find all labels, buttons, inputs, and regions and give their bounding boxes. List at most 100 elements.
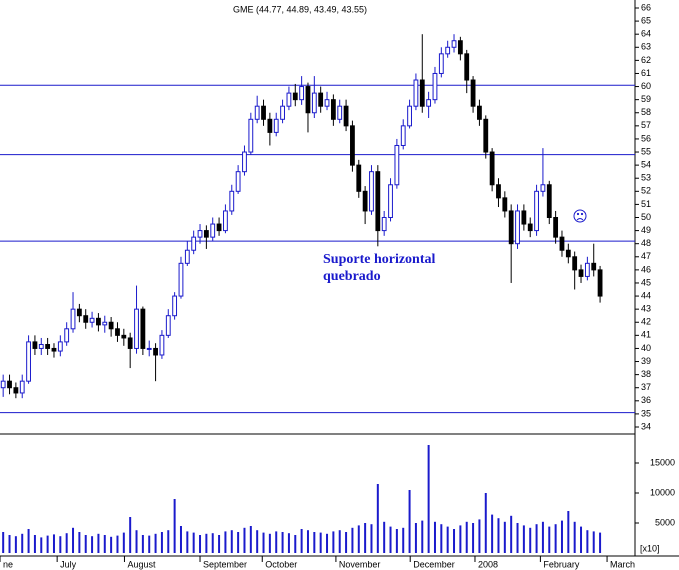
candle-body xyxy=(197,230,203,238)
candle-body xyxy=(229,190,235,212)
y-tick-label: 41 xyxy=(641,330,651,340)
candle-body xyxy=(515,210,520,245)
y-tick-label: 48 xyxy=(641,238,651,248)
y-tick-label: 42 xyxy=(641,317,651,327)
candle-body xyxy=(235,171,241,192)
candle-body xyxy=(369,171,374,212)
y-tick-label: 50 xyxy=(641,212,651,222)
candle-body xyxy=(470,79,476,107)
candle-body xyxy=(572,256,578,271)
volume-tick-label: 15000 xyxy=(650,457,675,467)
y-tick-label: 34 xyxy=(641,421,651,431)
y-tick-label: 64 xyxy=(641,29,651,39)
y-tick-label: 63 xyxy=(641,42,651,52)
y-tick-label: 58 xyxy=(641,107,651,117)
y-tick-label: 53 xyxy=(641,173,651,183)
candle-body xyxy=(146,347,152,350)
y-tick-label: 65 xyxy=(641,15,651,25)
candle-body xyxy=(457,40,463,55)
candle-body xyxy=(19,380,25,394)
candle-body xyxy=(159,334,165,356)
candle-body xyxy=(388,184,393,218)
y-tick-label: 43 xyxy=(641,304,651,314)
x-tick-label: September xyxy=(203,559,247,569)
candle-body xyxy=(464,53,470,81)
candle-body xyxy=(83,315,89,323)
candle-body xyxy=(343,105,349,127)
candle-body xyxy=(286,92,292,107)
candle-body xyxy=(419,79,425,107)
candle-body xyxy=(413,79,419,107)
candle-body xyxy=(451,40,457,48)
candle-body xyxy=(134,308,139,349)
y-tick-label: 37 xyxy=(641,382,651,392)
x-tick-label: November xyxy=(339,559,381,569)
volume-tick-label: 5000 xyxy=(655,517,675,527)
y-tick-label: 45 xyxy=(641,277,651,287)
candle-body xyxy=(407,105,412,127)
candle-body xyxy=(381,217,387,232)
candle-body xyxy=(445,46,451,55)
candle-body xyxy=(26,341,31,382)
y-tick-label: 47 xyxy=(641,251,651,261)
candle-body xyxy=(438,53,444,74)
candle-body xyxy=(121,334,127,339)
candle-body xyxy=(521,210,527,225)
x-tick-label: October xyxy=(265,559,297,569)
candle-body xyxy=(502,197,508,212)
candle-body xyxy=(496,184,501,199)
candle-body xyxy=(115,328,120,336)
x-tick-label: December xyxy=(413,559,455,569)
candle-body xyxy=(432,72,438,101)
candle-body xyxy=(203,230,209,238)
candle-body xyxy=(559,236,565,251)
candle-body xyxy=(394,144,400,186)
y-tick-label: 66 xyxy=(641,2,651,12)
candle-body xyxy=(127,337,133,349)
volume-tick-label: 10000 xyxy=(650,487,675,497)
candle-body xyxy=(477,105,482,120)
candle-body xyxy=(565,249,571,258)
candle-body xyxy=(318,92,324,107)
candle-body xyxy=(64,328,70,343)
x-tick-label: March xyxy=(610,559,635,569)
y-tick-label: 35 xyxy=(641,408,651,418)
y-tick-label: 46 xyxy=(641,264,651,274)
y-tick-label: 38 xyxy=(641,369,651,379)
y-tick-label: 49 xyxy=(641,225,651,235)
candle-body xyxy=(242,151,247,173)
candle-body xyxy=(305,86,311,114)
x-tick-label: February xyxy=(543,559,580,569)
candle-body xyxy=(280,105,285,120)
candle-body xyxy=(140,308,146,349)
y-tick-label: 56 xyxy=(641,133,651,143)
y-tick-label: 39 xyxy=(641,356,651,366)
candle-body xyxy=(534,190,539,232)
y-tick-label: 40 xyxy=(641,343,651,353)
x-tick-label: 2008 xyxy=(478,559,498,569)
candle-body xyxy=(102,321,108,326)
candle-body xyxy=(172,295,178,317)
candle-body xyxy=(216,223,222,232)
candle-body xyxy=(210,223,216,238)
candle-body xyxy=(546,184,552,218)
candle-body xyxy=(527,223,533,232)
candle-body xyxy=(51,347,57,352)
candle-body xyxy=(32,341,38,349)
candle-body xyxy=(7,380,12,389)
candle-body xyxy=(311,92,317,114)
candle-body xyxy=(350,125,355,166)
candle-body xyxy=(76,308,82,317)
candle-body xyxy=(508,210,514,245)
candle-body xyxy=(337,105,343,120)
y-tick-label: 59 xyxy=(641,94,651,104)
chart-title: GME (44.77, 44.89, 43.49, 43.55) xyxy=(233,4,367,14)
candle-body xyxy=(273,118,279,133)
candle-body xyxy=(584,262,590,277)
y-tick-label: 61 xyxy=(641,68,651,78)
candle-body xyxy=(184,249,190,264)
candle-body xyxy=(191,236,197,251)
candle-body xyxy=(96,317,101,326)
